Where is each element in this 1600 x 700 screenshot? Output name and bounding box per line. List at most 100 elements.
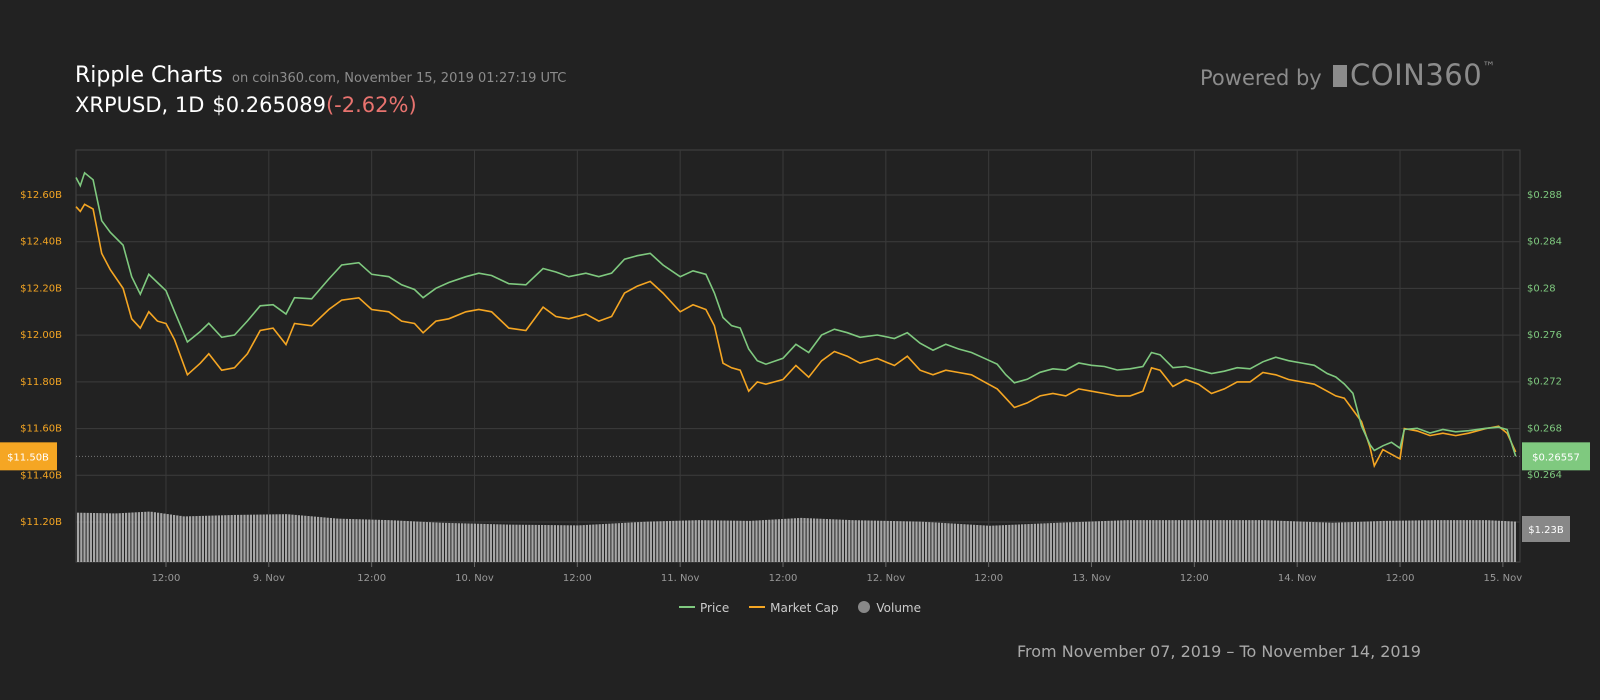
volume-bar [710, 520, 713, 562]
volume-bar [128, 512, 131, 562]
volume-bar [489, 524, 492, 562]
volume-bar [121, 513, 124, 562]
volume-bar [1085, 521, 1088, 562]
chart-title: Ripple Charts [75, 63, 223, 88]
volume-bar [1206, 520, 1209, 562]
volume-bar [1488, 520, 1491, 562]
volume-bar [77, 512, 80, 562]
volume-bar [809, 518, 812, 562]
chart-source[interactable]: on coin360.com, November 15, 2019 01:27:… [231, 71, 567, 86]
volume-bar [99, 513, 102, 562]
legend-item-volume[interactable]: Volume [858, 601, 921, 615]
legend-item-price[interactable]: Price [679, 601, 729, 615]
volume-bar [147, 511, 150, 562]
volume-bar [1107, 520, 1110, 562]
volume-bar [656, 521, 659, 562]
volume-bar [1264, 520, 1267, 562]
volume-bar [793, 518, 796, 562]
volume-bar [137, 512, 140, 562]
volume-bar [473, 523, 476, 562]
volume-bar [717, 520, 720, 562]
pair-summary: XRPUSD, 1D $0.265089(-2.62%) [75, 93, 417, 117]
volume-bar [720, 520, 723, 562]
volume-bar [1497, 520, 1500, 562]
volume-bar [873, 520, 876, 562]
volume-bar [819, 518, 822, 562]
volume-bar [477, 523, 480, 562]
coin360-logo[interactable]: COIN360™ [1333, 58, 1496, 92]
volume-bar [1376, 521, 1379, 562]
volume-bar [1168, 520, 1171, 562]
price-current-label: $0.26557 [1532, 452, 1580, 463]
volume-bar [1117, 520, 1120, 562]
volume-bar [1392, 520, 1395, 562]
volume-bar [1417, 520, 1420, 562]
volume-bar [560, 525, 563, 562]
volume-bar [483, 523, 486, 562]
volume-bar [93, 512, 96, 562]
volume-bar [445, 522, 448, 562]
volume-bar [982, 525, 985, 562]
volume-bar [169, 514, 172, 562]
volume-bar [1222, 520, 1225, 562]
volume-bar [1053, 522, 1056, 562]
volume-bar [249, 514, 252, 562]
y-right-tick-label: $0.284 [1527, 237, 1562, 248]
volume-bar [969, 524, 972, 562]
volume-bar [272, 514, 275, 562]
x-tick-label: 12:00 [357, 573, 386, 584]
volume-bar [765, 519, 768, 562]
volume-bar [285, 514, 288, 562]
volume-bar [1321, 522, 1324, 562]
volume-bar [243, 514, 246, 562]
volume-bar [579, 525, 582, 562]
volume-bar [1395, 520, 1398, 562]
x-tick-label: 14. Nov [1278, 573, 1317, 584]
volume-bar [1097, 521, 1100, 562]
volume-bar [1273, 520, 1276, 562]
volume-bar [1008, 524, 1011, 562]
volume-bar [669, 520, 672, 562]
volume-bar [630, 522, 633, 562]
volume-bar [1155, 520, 1158, 562]
volume-bar [531, 524, 534, 562]
volume-bar [550, 525, 553, 562]
volume-bar [339, 518, 342, 562]
volume-bar [307, 516, 310, 562]
volume-bar [726, 520, 729, 562]
volume-bar [83, 512, 86, 562]
volume-bar [685, 520, 688, 562]
volume-bar [585, 524, 588, 562]
volume-bar [918, 521, 921, 562]
volume-bar [1232, 520, 1235, 562]
volume-bar [118, 513, 121, 562]
volume-bar [534, 524, 537, 562]
volume-bar [1469, 520, 1472, 562]
volume-bar [1485, 520, 1488, 562]
volume-bar [742, 520, 745, 562]
x-tick-label: 15. Nov [1484, 573, 1523, 584]
x-tick-label: 12:00 [769, 573, 798, 584]
volume-bar [1357, 521, 1360, 562]
volume-bar [1187, 520, 1190, 562]
market-cap-current-label: $11.50B [7, 452, 49, 463]
volume-bar [1501, 520, 1504, 562]
volume-bar [1296, 521, 1299, 562]
volume-bar [323, 517, 326, 562]
volume-bar [681, 520, 684, 562]
volume-bar [214, 515, 217, 562]
legend-item-market-cap[interactable]: Market Cap [749, 601, 839, 615]
volume-bar [230, 515, 233, 562]
volume-bar [829, 519, 832, 562]
volume-bar [505, 524, 508, 562]
volume-bar [502, 524, 505, 562]
volume-bar [1261, 520, 1264, 562]
volume-bar [1040, 523, 1043, 562]
volume-bar [1334, 522, 1337, 562]
volume-bar [496, 524, 499, 562]
volume-bar [1133, 520, 1136, 562]
powered-by-text: Powered by [1200, 66, 1322, 90]
volume-bar [566, 525, 569, 562]
volume-bar [813, 518, 816, 562]
